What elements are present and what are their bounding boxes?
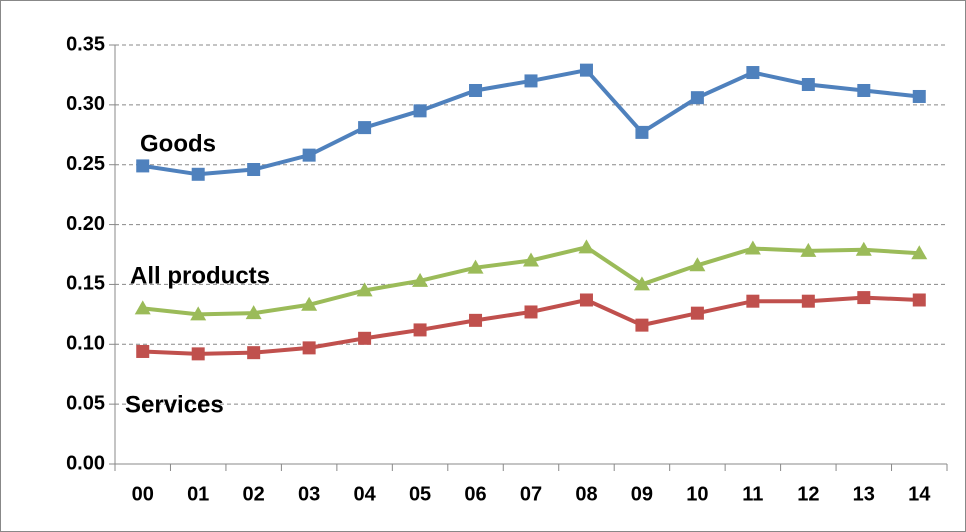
marker xyxy=(302,148,316,162)
marker xyxy=(358,331,372,345)
x-tick-label: 12 xyxy=(797,483,819,505)
marker xyxy=(356,282,373,297)
marker xyxy=(469,83,483,97)
x-tick-label: 01 xyxy=(187,483,209,505)
marker xyxy=(690,306,704,320)
marker xyxy=(857,83,871,97)
marker xyxy=(301,296,318,311)
marker xyxy=(245,305,262,320)
marker xyxy=(579,293,593,307)
marker xyxy=(801,78,815,92)
x-tick-label: 13 xyxy=(853,483,875,505)
marker xyxy=(635,125,649,139)
marker xyxy=(746,294,760,308)
marker xyxy=(579,63,593,77)
x-tick-label: 14 xyxy=(908,483,931,505)
x-tick-label: 08 xyxy=(575,483,597,505)
x-tick-label: 05 xyxy=(409,483,431,505)
y-tick-label: 0.30 xyxy=(66,93,105,115)
marker xyxy=(134,300,151,315)
marker xyxy=(912,89,926,103)
marker xyxy=(635,318,649,332)
x-tick-label: 03 xyxy=(298,483,320,505)
marker xyxy=(690,91,704,105)
marker xyxy=(247,163,261,177)
marker xyxy=(524,74,538,88)
marker xyxy=(911,245,928,260)
marker xyxy=(524,305,538,319)
x-tick-label: 10 xyxy=(686,483,708,505)
x-tick-label: 09 xyxy=(631,483,653,505)
marker xyxy=(855,241,872,256)
series-label: All products xyxy=(130,262,270,289)
marker xyxy=(801,294,815,308)
marker xyxy=(412,272,429,287)
x-tick-label: 02 xyxy=(243,483,265,505)
y-tick-label: 0.35 xyxy=(66,33,105,55)
marker xyxy=(413,104,427,118)
y-tick-label: 0.00 xyxy=(66,452,105,474)
marker xyxy=(578,239,595,254)
marker xyxy=(523,252,539,267)
marker xyxy=(413,323,427,337)
series-label: Services xyxy=(125,391,224,418)
x-tick-label: 11 xyxy=(742,483,763,505)
y-tick-label: 0.20 xyxy=(66,213,105,235)
marker xyxy=(247,346,261,360)
marker xyxy=(746,66,760,80)
marker xyxy=(191,167,205,181)
marker xyxy=(469,313,483,327)
marker xyxy=(467,259,484,274)
x-tick-label: 04 xyxy=(353,483,376,505)
marker xyxy=(136,159,150,173)
marker xyxy=(633,276,650,291)
marker xyxy=(136,344,150,358)
x-tick-label: 06 xyxy=(464,483,486,505)
marker xyxy=(358,121,372,135)
marker xyxy=(190,306,207,321)
marker xyxy=(302,341,316,355)
marker xyxy=(912,293,926,307)
y-tick-label: 0.25 xyxy=(66,153,105,175)
y-tick-label: 0.15 xyxy=(66,273,105,295)
marker xyxy=(800,242,817,257)
marker xyxy=(191,347,205,361)
marker xyxy=(744,240,761,255)
y-tick-label: 0.05 xyxy=(66,392,105,414)
marker xyxy=(857,291,871,305)
x-tick-label: 07 xyxy=(520,483,542,505)
marker xyxy=(689,257,706,272)
series-label: Goods xyxy=(140,130,216,157)
y-tick-label: 0.10 xyxy=(66,333,105,355)
x-tick-label: 00 xyxy=(132,483,154,505)
